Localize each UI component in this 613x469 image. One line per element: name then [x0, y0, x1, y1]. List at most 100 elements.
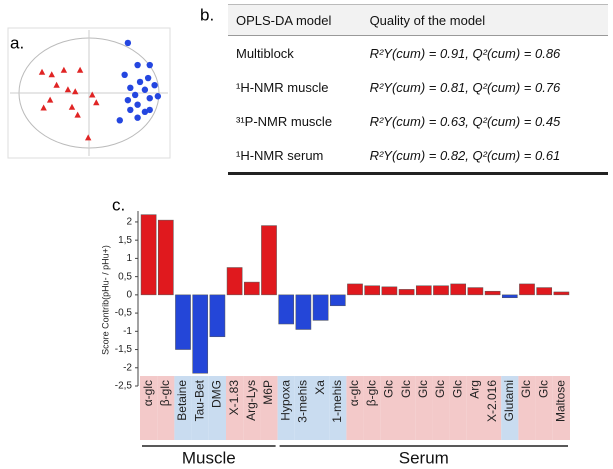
point: [76, 66, 84, 73]
x-tick-label: Maltose: [554, 380, 568, 422]
cell: R²Y(cum) = 0.63, Q²(cum) = 0.45: [369, 113, 561, 129]
label-band: [415, 376, 433, 440]
x-tick-label: Glc: [416, 380, 430, 398]
row: ¹H-NMR serum R²Y(cum) = 0.82, Q²(cum) = 0…: [228, 138, 608, 175]
x-tick-label: α-glc: [141, 380, 155, 406]
bar: [192, 294, 209, 374]
x-tick-label: Xa: [313, 380, 327, 395]
label-band: [518, 376, 536, 440]
x-tick-label: 1-mehis: [330, 380, 344, 423]
bar: [536, 287, 553, 296]
point: [89, 91, 96, 98]
bar: [381, 286, 398, 296]
x-tick-label: Glc: [536, 380, 550, 398]
label-band: [380, 376, 398, 440]
bar: [175, 294, 191, 350]
y-tick-label: 0: [126, 289, 132, 300]
point: [127, 106, 134, 114]
label-band: [329, 376, 347, 440]
point: [151, 82, 158, 89]
row: Multiblock R²Y(cum) = 0.91, Q²(cum) = 0.8…: [228, 36, 608, 71]
point: [116, 117, 123, 124]
bar: [450, 283, 467, 296]
label-band: [157, 376, 175, 440]
x-tick-label: X-2.016: [485, 380, 499, 422]
x-tick-label: Tau-Bet: [192, 379, 206, 421]
x-tick-label: β-glc: [158, 380, 172, 406]
bar: [157, 219, 174, 296]
bar: [553, 291, 570, 296]
point: [38, 68, 46, 75]
point: [141, 86, 149, 93]
panel-label: a.: [10, 33, 24, 52]
x-tick-label: 3-mehis: [296, 380, 310, 423]
panel-label: c.: [112, 195, 125, 214]
cell: R²Y(cum) = 0.91, Q²(cum) = 0.86: [369, 45, 561, 61]
bar: [209, 294, 226, 338]
bar: [415, 285, 432, 296]
bar: [433, 285, 449, 296]
label-band: [226, 376, 244, 440]
y-tick-label: 2: [126, 217, 132, 228]
group-label: Serum: [399, 448, 449, 467]
y-tick-label: -0,5: [115, 308, 133, 319]
cell: ³¹P-NMR muscle: [236, 113, 333, 129]
panel-label: b.: [200, 5, 214, 24]
point: [144, 74, 152, 82]
label-band: [501, 376, 519, 440]
bar: [329, 294, 346, 307]
x-tick-label: Arg-Lys: [244, 380, 258, 421]
point: [60, 66, 68, 73]
label-band: [208, 376, 226, 440]
cell: ¹H-NMR muscle: [236, 79, 329, 95]
point: [154, 93, 162, 100]
label-band: [449, 376, 467, 440]
point: [146, 61, 153, 69]
point: [127, 84, 134, 92]
point: [124, 39, 132, 47]
point: [40, 104, 47, 111]
x-tick-label: M6P: [261, 380, 275, 405]
label-band: [294, 376, 312, 440]
x-tick-label: Glc: [433, 380, 447, 398]
bar: [312, 294, 329, 321]
y-axis-label: Score Contrib(pHu- / pHu+): [100, 245, 110, 355]
point: [121, 71, 128, 79]
bar: [140, 214, 157, 296]
point: [64, 86, 72, 93]
point: [93, 99, 100, 106]
cell: ¹H-NMR serum: [228, 138, 362, 175]
model-table: OPLS-DA model Quality of the model Multib…: [228, 4, 608, 175]
label-band: [191, 376, 209, 440]
bar: [261, 225, 277, 296]
point: [48, 71, 55, 78]
y-tick-label: 1: [126, 253, 132, 264]
point: [134, 61, 141, 69]
y-tick-label: -2,5: [115, 381, 133, 392]
point: [134, 101, 141, 108]
bar: [295, 294, 312, 330]
point: [134, 114, 141, 121]
bar: [467, 287, 484, 296]
bar: [364, 285, 381, 296]
x-tick-label: β-glc: [364, 380, 378, 406]
x-tick-label: DMG: [210, 380, 224, 408]
y-tick-label: -1: [123, 326, 132, 337]
label-band: [466, 376, 484, 440]
x-tick-label: Arg: [468, 380, 482, 399]
y-tick-label: -2: [123, 362, 132, 373]
label-band: [398, 376, 416, 440]
cell: R²Y(cum) = 0.81, Q²(cum) = 0.76: [369, 79, 561, 95]
x-tick-label: Glc: [399, 380, 413, 398]
header-row: OPLS-DA model Quality of the model: [228, 4, 608, 36]
label-band: [140, 376, 158, 440]
x-tick-label: X-1.83: [227, 380, 241, 416]
label-band: [260, 376, 278, 440]
x-tick-label: Glc: [450, 380, 464, 398]
bar: [501, 294, 518, 299]
header-cell: Quality of the model: [361, 4, 608, 36]
point: [46, 96, 54, 103]
label-band: [174, 376, 192, 440]
x-tick-label: Glc: [519, 380, 533, 398]
